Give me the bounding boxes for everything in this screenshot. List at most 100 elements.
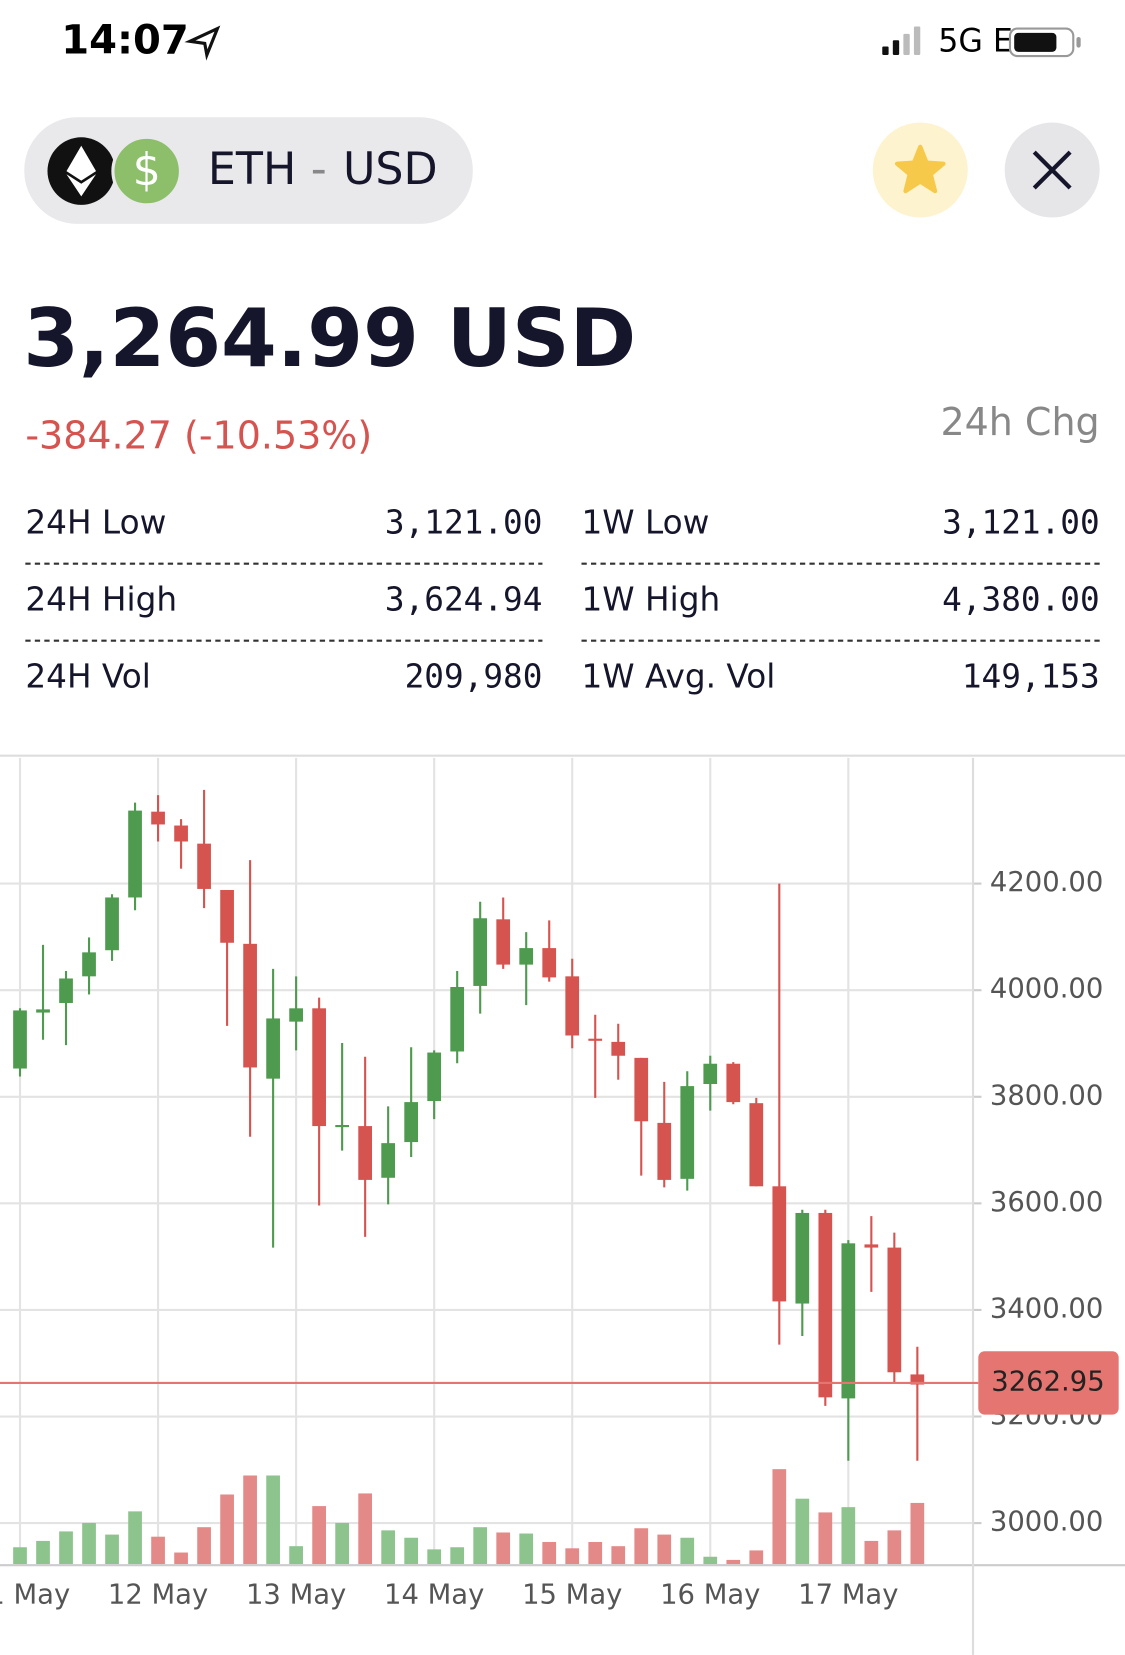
last-price-label: 3262.95 <box>991 1366 1104 1397</box>
volume-bar <box>634 1528 649 1565</box>
candle-body <box>588 1038 603 1041</box>
volume-bar <box>887 1530 902 1565</box>
price-change: -384.27 (-10.53%) <box>25 414 372 458</box>
volume-bar <box>312 1506 326 1565</box>
y-tick-label: 3000.00 <box>990 1507 1103 1538</box>
candle-body <box>105 897 119 951</box>
volume-bar <box>197 1527 211 1565</box>
stat-value: 3,624.94 <box>385 581 543 619</box>
candle-body <box>565 976 580 1036</box>
candle-body <box>657 1122 672 1180</box>
candle-body <box>450 986 465 1052</box>
volume-bar <box>818 1512 833 1565</box>
volume-bar <box>358 1493 373 1565</box>
volume-bar <box>565 1548 580 1565</box>
candle-body <box>680 1086 695 1179</box>
candle-body <box>519 948 534 965</box>
volume-bar <box>496 1532 511 1565</box>
volume-bar <box>703 1556 718 1565</box>
candle-body <box>59 978 73 1003</box>
candle-body <box>197 843 211 889</box>
candle-body <box>864 1244 879 1248</box>
volume-bar <box>680 1537 695 1565</box>
y-tick-label: 3600.00 <box>990 1187 1103 1218</box>
candle-body <box>404 1102 419 1143</box>
x-tick-label: 12 May <box>108 1579 208 1610</box>
x-tick-label: 13 May <box>246 1579 346 1610</box>
candle-body <box>289 1008 303 1022</box>
volume-bar <box>473 1527 488 1565</box>
candle-body <box>151 811 165 825</box>
candle-body <box>473 918 488 986</box>
stat-value: 4,380.00 <box>942 581 1100 619</box>
stat-value: 3,121.00 <box>385 504 543 542</box>
stat-label: 24H High <box>25 581 177 619</box>
volume-bar <box>381 1530 396 1565</box>
stat-label: 24H Low <box>25 504 166 542</box>
volume-bar <box>13 1547 27 1565</box>
stat-value: 209,980 <box>405 658 543 696</box>
candle-body <box>910 1374 925 1385</box>
candle-body <box>82 952 96 977</box>
x-tick-label: 14 May <box>384 1579 484 1610</box>
candle-body <box>749 1103 764 1187</box>
candle-body <box>887 1247 902 1373</box>
candle-body <box>427 1052 442 1102</box>
candle-body <box>174 825 188 842</box>
volume-bar <box>36 1540 50 1565</box>
status-time: 14:07 <box>61 17 189 63</box>
stat-value: 149,153 <box>962 658 1100 696</box>
volume-bar <box>266 1475 280 1565</box>
stat-label: 1W Low <box>581 504 709 542</box>
candle-body <box>726 1063 741 1103</box>
stat-value: 3,121.00 <box>942 504 1100 542</box>
volume-bar <box>657 1534 672 1565</box>
volume-bar <box>105 1534 119 1565</box>
volume-bar <box>427 1549 442 1565</box>
price: 3,264.99 USD <box>23 292 636 385</box>
volume-bar <box>772 1469 787 1565</box>
candle-body <box>266 1018 280 1079</box>
change-label: 24h Chg <box>940 400 1099 444</box>
stat-label: 24H Vol <box>25 658 151 696</box>
pair-quote: USD <box>343 144 438 195</box>
candle-body <box>841 1243 856 1399</box>
x-tick-label: 11 May <box>0 1579 70 1610</box>
volume-bar <box>289 1546 303 1565</box>
y-tick-label: 3800.00 <box>990 1080 1103 1111</box>
volume-bar <box>151 1536 165 1565</box>
volume-bar <box>542 1541 557 1565</box>
last-price-box <box>978 1351 1119 1415</box>
volume-bar <box>450 1547 465 1565</box>
battery-icon <box>1008 27 1081 58</box>
candle-body <box>772 1186 787 1302</box>
volume-bar <box>335 1522 349 1565</box>
candle-body <box>312 1008 326 1127</box>
volume-bar <box>220 1494 234 1565</box>
candle-body <box>703 1063 718 1084</box>
candle-body <box>496 919 511 965</box>
stat-label: 1W High <box>581 581 720 619</box>
x-tick-label: 17 May <box>798 1579 898 1610</box>
candle-body <box>36 1009 50 1013</box>
candle-body <box>381 1143 396 1178</box>
network: 5G E <box>938 23 1013 59</box>
y-tick-label: 4000.00 <box>990 974 1103 1005</box>
volume-bar <box>611 1546 626 1565</box>
signal-icon <box>882 26 921 55</box>
volume-bar <box>128 1511 142 1565</box>
volume-bar <box>841 1507 856 1565</box>
candle-body <box>243 943 257 1068</box>
candle-body <box>358 1126 373 1180</box>
candle-body <box>818 1212 833 1398</box>
y-tick-label: 3400.00 <box>990 1293 1103 1324</box>
volume-bar <box>795 1498 810 1565</box>
candle-body <box>634 1057 649 1122</box>
volume-bar <box>174 1552 188 1565</box>
pair-base: ETH <box>208 144 296 195</box>
location-icon <box>184 25 221 61</box>
volume-bar <box>404 1537 419 1565</box>
volume-bar <box>749 1550 764 1565</box>
candle-body <box>335 1125 349 1128</box>
y-tick-label: 4200.00 <box>990 867 1103 898</box>
